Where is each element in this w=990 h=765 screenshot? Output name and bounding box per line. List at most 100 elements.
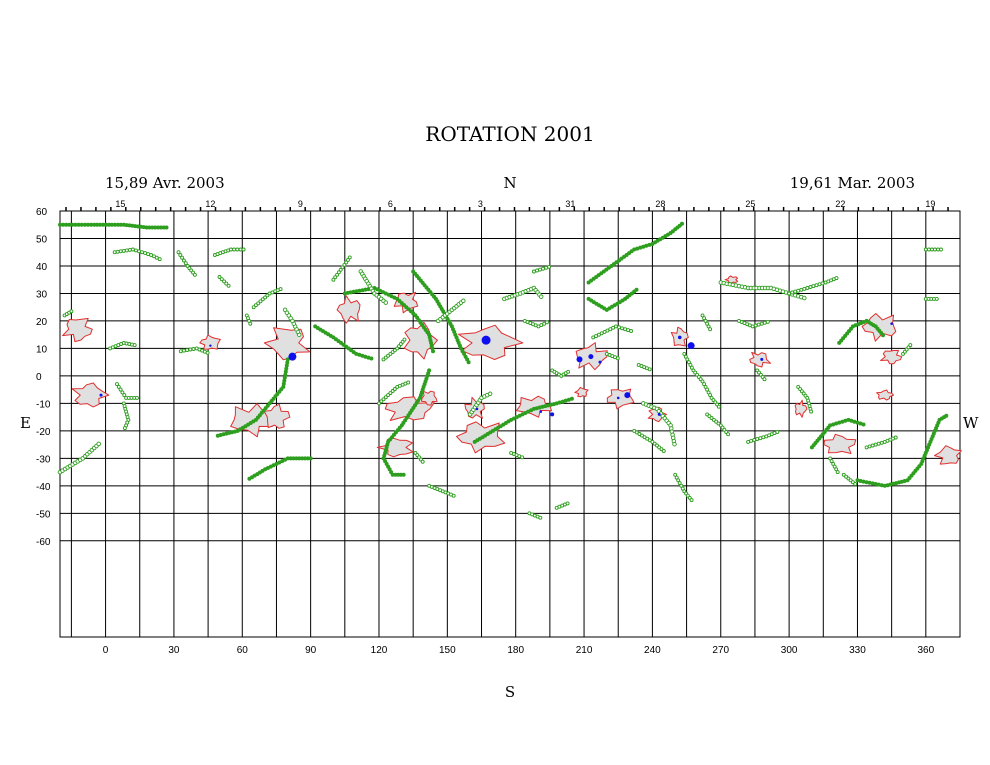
longitude-label: 150 xyxy=(439,645,456,656)
filament-bead xyxy=(688,362,693,367)
filament-bead xyxy=(809,409,814,414)
filament-bead xyxy=(703,318,708,323)
filament-bead xyxy=(870,481,875,486)
filament xyxy=(737,318,770,329)
plage-region xyxy=(420,390,438,406)
filament-bead xyxy=(805,286,810,290)
plage-region xyxy=(336,295,361,324)
filament xyxy=(472,396,574,444)
filament-bead xyxy=(647,242,652,247)
filament-bead xyxy=(613,324,618,329)
filament-bead xyxy=(235,247,240,252)
filament-bead xyxy=(762,377,767,382)
plage-region xyxy=(823,433,857,454)
filament-bead xyxy=(535,268,539,273)
filament-bead xyxy=(566,369,571,374)
filament-bead xyxy=(765,319,770,324)
date-tick-label: 22 xyxy=(835,199,845,209)
filament-bead xyxy=(146,252,151,257)
date-tick-label: 6 xyxy=(388,199,393,209)
filament-bead xyxy=(285,360,290,365)
filament-bead xyxy=(336,270,341,275)
plage-region xyxy=(880,349,903,365)
longitude-label: 90 xyxy=(305,645,317,656)
filament-bead xyxy=(86,222,90,227)
filament xyxy=(331,255,352,282)
filament-bead xyxy=(377,401,381,406)
filament-bead xyxy=(363,354,368,359)
sunspot-layer xyxy=(99,322,893,417)
filament-bead xyxy=(547,264,552,269)
filament-bead xyxy=(615,356,620,361)
filament-bead xyxy=(136,224,140,229)
filament-bead xyxy=(867,444,872,449)
filament-bead xyxy=(164,225,169,230)
filament-bead xyxy=(870,443,875,448)
date-tick-label: 15 xyxy=(115,199,125,209)
filament-bead xyxy=(873,442,878,447)
filament-bead xyxy=(775,430,780,434)
filament-bead xyxy=(144,225,149,230)
filament-bead xyxy=(708,393,713,398)
left-date-label: 15,89 Avr. 2003 xyxy=(105,174,225,192)
filament-bead xyxy=(305,456,310,461)
filament-bead xyxy=(122,393,127,398)
filament-bead xyxy=(157,257,162,262)
filament xyxy=(755,368,767,382)
filament xyxy=(682,351,721,409)
filament-bead xyxy=(746,439,751,444)
filament-bead xyxy=(137,249,141,254)
filament-bead xyxy=(153,225,158,230)
filament-bead xyxy=(461,298,466,304)
filament-bead xyxy=(67,222,72,227)
filament-bead xyxy=(420,459,425,464)
filament xyxy=(591,324,634,340)
filament-bead xyxy=(79,222,84,227)
filament-bead xyxy=(756,322,761,327)
filament-bead xyxy=(538,515,543,520)
filament xyxy=(586,221,684,285)
filament-bead xyxy=(181,348,186,353)
sunspot xyxy=(481,335,491,345)
filament-bead xyxy=(557,400,562,405)
filament-bead xyxy=(802,286,807,291)
plage-region xyxy=(71,382,110,408)
filament-bead xyxy=(104,222,108,227)
filament xyxy=(215,357,290,438)
sunspot xyxy=(890,322,893,325)
filament-bead xyxy=(64,222,69,227)
filament-bead xyxy=(539,323,544,328)
filament-bead xyxy=(939,247,943,252)
filament-bead xyxy=(829,459,834,464)
filament-bead xyxy=(563,398,568,403)
filament xyxy=(427,483,456,498)
sunspot xyxy=(657,412,661,416)
filament-bead xyxy=(357,352,362,357)
filament-bead xyxy=(879,483,884,488)
filament-bead xyxy=(69,309,74,314)
filament-bead xyxy=(224,281,229,286)
filament-bead xyxy=(392,387,397,391)
filament-bead xyxy=(61,222,66,227)
filament-bead xyxy=(700,313,705,318)
filament xyxy=(641,401,677,447)
filament-bead xyxy=(617,325,621,330)
filament xyxy=(901,343,913,356)
filament-bead xyxy=(222,279,227,284)
filament-bead xyxy=(520,455,525,460)
filament-bead xyxy=(644,243,649,248)
filament-bead xyxy=(101,222,106,227)
filament xyxy=(855,413,949,488)
filament-bead xyxy=(893,435,898,440)
filament-bead xyxy=(154,255,159,260)
longitude-label: 240 xyxy=(644,645,661,656)
filament-bead xyxy=(282,378,287,383)
plage-region xyxy=(403,321,438,360)
plage-region xyxy=(647,406,667,423)
filament-bead xyxy=(853,482,858,486)
filament-bead xyxy=(388,391,393,396)
filament-bead xyxy=(406,380,411,385)
filament-bead xyxy=(759,321,764,326)
filament-bead xyxy=(115,249,120,254)
